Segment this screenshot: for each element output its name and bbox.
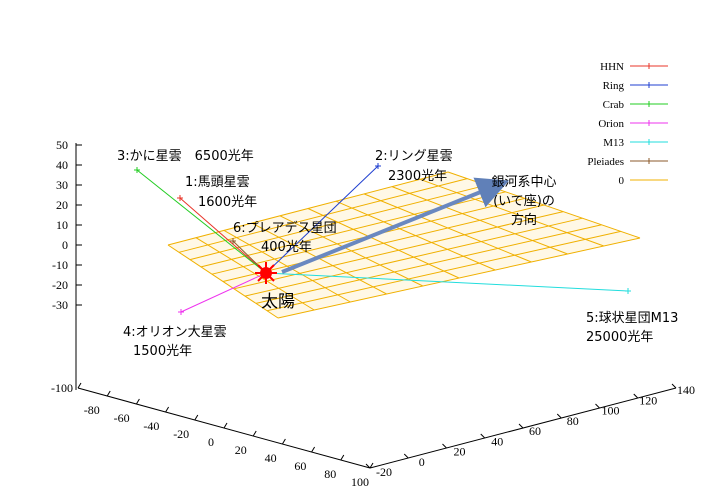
x-tick-mark [223, 422, 228, 429]
annotation-ring: 2300光年 [388, 169, 447, 184]
z-tick-label: 10 [56, 218, 68, 232]
y-tick-label: 80 [567, 414, 579, 428]
x-tick-mark [77, 382, 82, 389]
series-lines [134, 163, 631, 315]
x-tick-label: 100 [351, 475, 369, 489]
z-tick-label: 20 [56, 198, 68, 212]
y-tick-mark [480, 433, 486, 439]
annotation-m13: 5:球状星団M13 [586, 311, 678, 326]
z-tick-label: -30 [52, 298, 68, 312]
y-axis-ticks: -20 0 20 40 60 80 100 120 140 [365, 383, 695, 479]
x-tick-mark [369, 462, 374, 469]
annotation-pleiades: 400光年 [261, 240, 312, 255]
series-line-hhn [179, 197, 267, 274]
y-tick-label: 0 [419, 455, 425, 469]
y-tick-mark [518, 423, 524, 429]
x-tick-label: -60 [114, 411, 130, 425]
x-axis-ticks: -100 -80 -60 -40 -20 0 20 40 60 80 100 [51, 381, 374, 489]
x-tick-label: 60 [294, 459, 306, 473]
annotation-galactic: (いて座)の [493, 194, 555, 209]
x-tick-mark [165, 406, 170, 413]
annotation-hhn: 1600光年 [198, 195, 257, 210]
y-tick-label: 40 [491, 434, 503, 448]
y-tick-mark [403, 453, 409, 459]
annotation-ring: 2:リング星雲 [375, 149, 453, 164]
x-tick-label: -20 [173, 427, 189, 441]
annotation-pleiades: 6:プレアデス星団 [233, 220, 337, 236]
y-tick-mark [633, 393, 639, 399]
y-tick-label: 140 [677, 383, 695, 397]
series-line-m13 [265, 272, 629, 292]
x-tick-label: 20 [235, 443, 247, 457]
x-tick-mark [340, 454, 345, 461]
grid-line [335, 200, 496, 271]
y-tick-mark [556, 413, 562, 419]
z-tick-label: 50 [56, 138, 68, 152]
legend-label: 0 [619, 175, 625, 187]
x-tick-label: -80 [84, 403, 100, 417]
y-tick-mark [595, 403, 600, 409]
legend-label: M13 [603, 137, 624, 149]
z-tick-label: -20 [52, 278, 68, 292]
annotation-galactic: 方向 [511, 212, 537, 228]
series-line-orion [180, 272, 267, 313]
galactic-plane-grid [167, 171, 641, 319]
annotation-crab: 3:かに星雲 6500光年 [117, 149, 254, 164]
series-line-ring [265, 165, 379, 274]
legend-label: Crab [603, 99, 625, 111]
grid-line [233, 211, 564, 290]
y-tick-mark [365, 463, 371, 469]
legend-label: HHN [600, 61, 624, 73]
sun-marker [255, 262, 277, 284]
z-tick-label: 30 [56, 178, 68, 192]
x-tick-mark [281, 438, 286, 445]
y-tick-label: 60 [529, 424, 541, 438]
z-tick-label: -10 [52, 258, 68, 272]
legend: HHN Ring Crab Orion M13 Pleiades 0 [587, 61, 668, 187]
legend-label: Orion [598, 118, 624, 130]
annotation-galactic: 銀河系中心 [491, 175, 556, 190]
y-tick-label: 120 [639, 393, 657, 407]
x-tick-label: -100 [51, 381, 73, 395]
x-tick-mark [252, 430, 257, 437]
x-tick-mark [194, 414, 199, 421]
y-tick-label: 20 [454, 445, 466, 459]
grid-line [266, 230, 621, 312]
z-tick-label: 0 [62, 238, 68, 252]
z-axis-ticks: 50 40 30 20 10 0 -10 -20 -30 [52, 138, 82, 312]
annotation-sun: 太陽 [261, 292, 295, 312]
series-line-crab [136, 169, 267, 274]
galactic-center-arrow [281, 177, 510, 274]
legend-label: Pleiades [587, 156, 624, 168]
grid-line [363, 193, 532, 263]
grid-line [391, 186, 568, 255]
annotations: 3:かに星雲 6500光年 1:馬頭星雲 1600光年 2:リング星雲 2300光年 6:… [117, 149, 678, 359]
grid-line [244, 217, 583, 297]
x-tick-mark [311, 446, 316, 453]
y-tick-mark [671, 383, 677, 389]
x-tick-label: 40 [265, 451, 277, 465]
annotation-orion: 4:オリオン大星雲 [123, 325, 227, 340]
y-tick-label: 100 [602, 404, 620, 418]
annotation-orion: 1500光年 [133, 344, 192, 359]
y-tick-label: -20 [376, 465, 392, 479]
annotation-m13: 25000光年 [586, 330, 653, 345]
z-tick-label: 40 [56, 158, 68, 172]
x-tick-label: 0 [208, 435, 214, 449]
legend-label: Ring [603, 80, 625, 92]
x-tick-label: -40 [143, 419, 159, 433]
grid-line [255, 224, 602, 304]
grid-line [307, 208, 460, 279]
annotation-hhn: 1:馬頭星雲 [185, 175, 250, 190]
grid-line [419, 178, 604, 247]
grid-line [277, 237, 641, 319]
x-tick-label: 80 [324, 467, 336, 481]
y-tick-mark [442, 443, 447, 449]
x-tick-mark [106, 390, 111, 397]
x-tick-mark [135, 398, 140, 405]
